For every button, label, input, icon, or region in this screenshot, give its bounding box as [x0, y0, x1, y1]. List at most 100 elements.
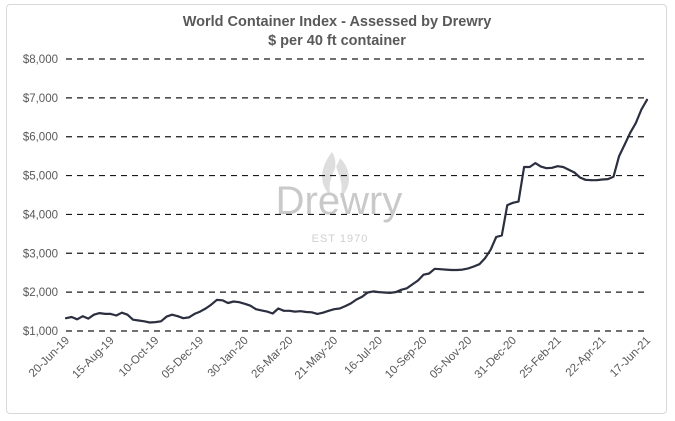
data-point: [540, 165, 542, 168]
x-tick-label: 10-Sep-20: [383, 335, 429, 381]
data-point: [489, 248, 492, 251]
data-point: [618, 155, 620, 158]
data-point: [305, 311, 308, 313]
data-point: [584, 178, 587, 181]
y-tick-label: $1,000: [23, 326, 58, 338]
data-point: [422, 273, 425, 276]
data-point: [517, 200, 520, 203]
data-point: [87, 317, 90, 320]
data-point: [104, 313, 106, 315]
data-point: [400, 288, 403, 291]
x-tick-label: 15-Aug-19: [70, 335, 116, 381]
data-point: [93, 313, 95, 316]
watermark-brand: Drewry: [276, 179, 403, 223]
data-point: [394, 291, 397, 293]
data-point: [333, 308, 336, 311]
y-axis-ticks: $1,000 $2,000 $3,000 $4,000 $5,000 $6,000 $7,0…: [23, 54, 58, 338]
data-point: [461, 268, 464, 271]
data-point: [271, 312, 274, 315]
drewry-watermark: Drewry EST 1970: [276, 152, 403, 245]
data-point: [534, 162, 537, 165]
data-point: [249, 304, 252, 307]
data-point: [573, 171, 576, 174]
data-point: [556, 165, 559, 168]
data-point: [445, 268, 447, 271]
data-point: [607, 178, 609, 181]
chart-title: World Container Index - Assessed by Drew…: [183, 14, 492, 30]
x-tick-label: 16-Jul-20: [343, 335, 385, 377]
data-point: [65, 317, 67, 320]
data-point: [612, 175, 615, 178]
series-layer: [64, 98, 649, 324]
data-point: [417, 279, 419, 282]
gridlines: [66, 58, 647, 332]
data-point: [215, 299, 218, 301]
y-tick-label: $7,000: [23, 93, 58, 105]
data-point: [551, 166, 553, 169]
data-point: [478, 263, 481, 266]
data-point: [428, 272, 430, 275]
data-point: [266, 310, 268, 313]
watermark-tagline: EST 1970: [312, 233, 369, 245]
data-point: [137, 319, 140, 322]
data-point: [310, 311, 313, 314]
data-point: [528, 166, 531, 168]
chart-card: [6, 4, 667, 414]
data-point: [294, 310, 296, 313]
data-point: [81, 315, 84, 318]
data-point: [204, 307, 207, 310]
chart-subtitle: $ per 40 ft container: [268, 33, 406, 49]
data-point: [288, 309, 291, 312]
data-point: [355, 298, 358, 301]
data-point: [377, 291, 380, 293]
data-point: [260, 309, 263, 312]
x-tick-label: 30-Jan-20: [206, 335, 251, 380]
data-point: [199, 310, 202, 313]
data-point: [456, 269, 458, 271]
data-point: [221, 299, 224, 302]
data-point: [562, 166, 565, 168]
data-point: [327, 309, 330, 312]
data-point: [283, 309, 285, 312]
data-point: [98, 312, 101, 314]
data-point: [126, 313, 129, 316]
x-tick-label: 25-Feb-21: [518, 335, 564, 381]
data-point: [165, 315, 168, 318]
y-tick-label: $2,000: [23, 287, 58, 299]
data-point: [372, 290, 375, 293]
x-tick-label: 22-Apr-21: [564, 335, 609, 380]
data-point: [121, 311, 123, 314]
x-tick-label: 10-Oct-19: [117, 335, 162, 380]
x-tick-label: 20-Jun-19: [27, 335, 72, 380]
y-tick-label: $5,000: [23, 171, 58, 183]
data-point: [322, 311, 324, 314]
data-point: [366, 291, 369, 294]
y-tick-label: $4,000: [23, 209, 58, 221]
data-point: [640, 108, 643, 111]
data-point: [182, 317, 185, 320]
data-point: [601, 178, 604, 181]
y-tick-label: $3,000: [23, 248, 58, 260]
data-point: [255, 308, 257, 311]
x-tick-label: 17-Jun-21: [608, 335, 653, 380]
data-point: [433, 267, 436, 270]
data-point: [389, 292, 391, 294]
data-point: [132, 318, 134, 321]
data-point: [495, 236, 498, 238]
x-tick-label: 21-May-20: [293, 335, 340, 382]
data-point: [439, 268, 442, 271]
data-point: [634, 122, 637, 124]
data-point: [210, 303, 213, 306]
data-point: [506, 204, 509, 207]
data-point: [316, 313, 319, 315]
data-point: [472, 265, 475, 268]
x-tick-label: 05-Dec-19: [160, 335, 206, 381]
data-point: [227, 302, 229, 304]
data-point: [193, 313, 196, 315]
y-tick-label: $8,000: [23, 54, 58, 66]
data-point: [277, 307, 280, 310]
data-point: [188, 316, 190, 319]
data-point: [590, 179, 592, 182]
